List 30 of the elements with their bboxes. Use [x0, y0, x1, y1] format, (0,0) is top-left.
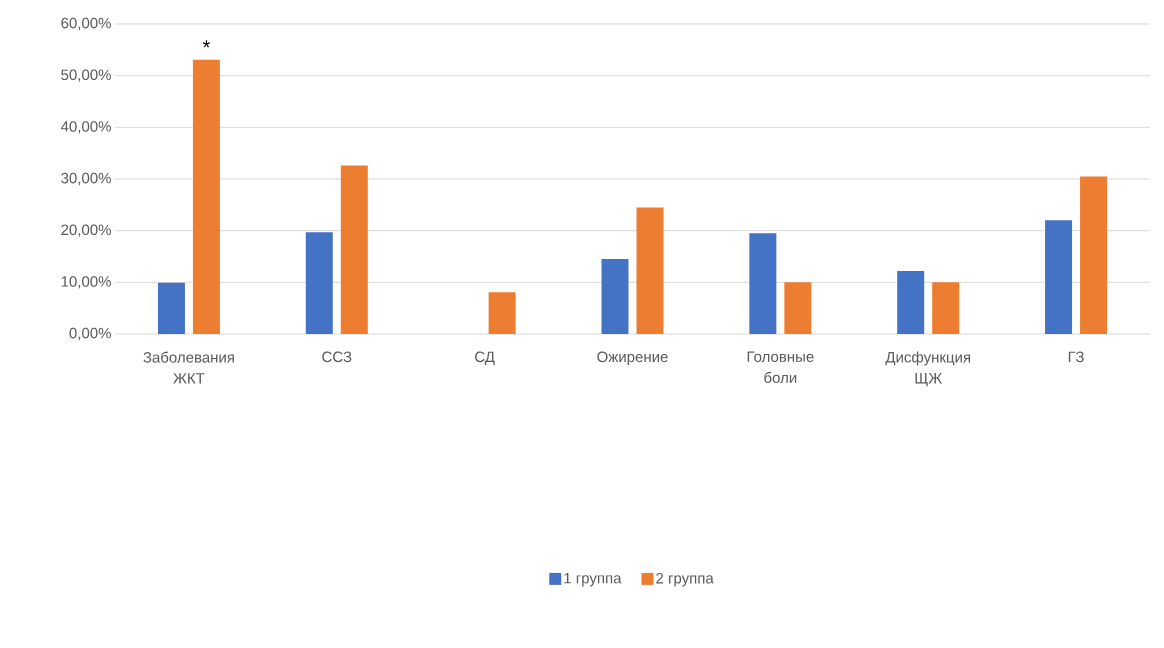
- bar: [897, 270, 925, 334]
- bar: [488, 292, 516, 334]
- x-tick-label: Ожирение: [597, 351, 668, 366]
- bar: [636, 207, 664, 334]
- x-tick-label: СД: [475, 351, 495, 365]
- bar: [192, 59, 220, 334]
- y-tick-label: 20,00%: [61, 224, 111, 237]
- bar: [157, 282, 185, 334]
- legend-label: 1 группа: [564, 573, 622, 587]
- bar: [749, 233, 777, 334]
- bar: [340, 165, 368, 334]
- bar: [932, 282, 960, 334]
- x-tick-label: ССЗ: [322, 351, 352, 363]
- annotation: *: [202, 40, 210, 48]
- bar: [1080, 176, 1108, 334]
- legend-label: 2 группа: [656, 572, 714, 587]
- bar: [1045, 220, 1073, 334]
- x-tick-label: Головные боли: [747, 351, 814, 383]
- y-tick-label: 60,00%: [61, 17, 111, 31]
- bar: [305, 232, 333, 334]
- x-tick-label: Дисфункция ЩЖ: [885, 351, 970, 387]
- x-tick-label: Заболевания ЖКТ: [143, 351, 234, 384]
- y-tick-label: 10,00%: [61, 276, 111, 289]
- x-tick-label: ГЗ: [1068, 351, 1084, 363]
- bar: [784, 282, 812, 334]
- y-tick-label: 40,00%: [60, 121, 111, 134]
- y-tick-label: 30,00%: [61, 172, 111, 186]
- bar: [601, 259, 629, 334]
- y-tick-label: 0,00%: [69, 327, 111, 341]
- y-tick-label: 50,00%: [61, 69, 111, 82]
